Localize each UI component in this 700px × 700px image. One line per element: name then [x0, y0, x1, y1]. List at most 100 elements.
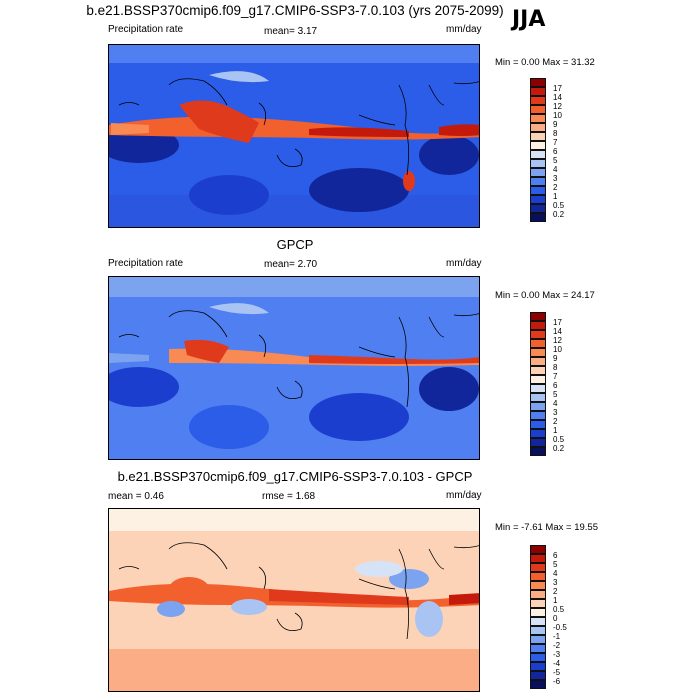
cbar3-tick: 5 [553, 560, 558, 569]
cbar-swatch [530, 114, 546, 123]
cbar1-tick: 2 [553, 183, 558, 192]
cbar-swatch [530, 105, 546, 114]
cbar-swatch [530, 563, 546, 572]
panel1-title: b.e21.BSSP370cmip6.f09_g17.CMIP6-SSP3-7.… [86, 3, 504, 18]
cbar-swatch [530, 572, 546, 581]
panel2-map [108, 276, 480, 460]
cbar-swatch [530, 545, 546, 554]
panel3-mean: mean = 0.46 [108, 491, 164, 502]
cbar2-tick: 0.2 [553, 444, 565, 453]
cbar-swatch [530, 87, 546, 96]
cbar3-tick: -1 [553, 632, 561, 641]
panel1-mean: mean= 3.17 [264, 26, 318, 37]
cbar1-tick: 17 [553, 84, 562, 93]
cbar3-tick: 2 [553, 587, 558, 596]
cbar-swatch [530, 123, 546, 132]
cbar-swatch [530, 680, 546, 689]
cbar-swatch [530, 339, 546, 348]
cbar3-tick: -3 [553, 650, 561, 659]
cbar-swatch [530, 348, 546, 357]
cbar2-tick: 5 [553, 390, 558, 399]
panel2-mean: mean= 2.70 [264, 259, 318, 270]
cbar-swatch [530, 438, 546, 447]
cbar2-tick: 2 [553, 417, 558, 426]
cbar2-tick: 9 [553, 354, 558, 363]
cbar-swatch [530, 132, 546, 141]
cbar1-tick: 5 [553, 156, 558, 165]
panel1-colorbar [530, 78, 546, 222]
cbar1-tick: 10 [553, 111, 562, 120]
cbar-swatch [530, 375, 546, 384]
cbar1-tick: 0.5 [553, 201, 565, 210]
cbar-swatch [530, 590, 546, 599]
cbar-swatch [530, 384, 546, 393]
cbar-swatch [530, 554, 546, 563]
cbar-swatch [530, 150, 546, 159]
cbar1-tick: 12 [553, 102, 562, 111]
cbar2-tick: 3 [553, 408, 558, 417]
cbar1-tick: 0.2 [553, 210, 565, 219]
cbar-swatch [530, 321, 546, 330]
cbar-swatch [530, 78, 546, 87]
cbar3-tick: -4 [553, 659, 561, 668]
cbar3-tick: 0.5 [553, 605, 565, 614]
cbar3-tick: 4 [553, 569, 558, 578]
cbar2-tick: 17 [553, 318, 562, 327]
cbar1-tick: 7 [553, 138, 558, 147]
cbar-swatch [530, 447, 546, 456]
cbar3-tick: 0 [553, 614, 558, 623]
panel3-minmax: Min = -7.61 Max = 19.55 [495, 522, 598, 533]
cbar1-tick: 3 [553, 174, 558, 183]
cbar-swatch [530, 671, 546, 680]
cbar-swatch [530, 581, 546, 590]
cbar-swatch [530, 644, 546, 653]
cbar3-tick: 1 [553, 596, 558, 605]
cbar1-tick: 1 [553, 192, 558, 201]
panel3-units: mm/day [446, 490, 482, 501]
cbar2-tick: 7 [553, 372, 558, 381]
cbar1-tick: 8 [553, 129, 558, 138]
cbar-swatch [530, 312, 546, 321]
cbar-swatch [530, 366, 546, 375]
cbar-swatch [530, 608, 546, 617]
cbar2-tick: 4 [553, 399, 558, 408]
cbar2-tick: 10 [553, 345, 562, 354]
cbar-swatch [530, 420, 546, 429]
cbar2-tick: 14 [553, 327, 562, 336]
panel3-rmse: rmse = 1.68 [262, 491, 316, 502]
cbar-swatch [530, 357, 546, 366]
cbar3-tick: 3 [553, 578, 558, 587]
panel1-map [108, 44, 480, 228]
cbar2-tick: 8 [553, 363, 558, 372]
cbar-swatch [530, 213, 546, 222]
cbar-swatch [530, 411, 546, 420]
cbar2-tick: 0.5 [553, 435, 565, 444]
cbar-swatch [530, 402, 546, 411]
cbar1-tick: 6 [553, 147, 558, 156]
cbar-swatch [530, 195, 546, 204]
cbar-swatch [530, 159, 546, 168]
cbar1-tick: 4 [553, 165, 558, 174]
panel1-units: mm/day [446, 24, 482, 35]
cbar3-tick: 6 [553, 551, 558, 560]
cbar-swatch [530, 653, 546, 662]
cbar-swatch [530, 141, 546, 150]
cbar-swatch [530, 617, 546, 626]
cbar-swatch [530, 186, 546, 195]
cbar1-tick: 14 [553, 93, 562, 102]
cbar-swatch [530, 429, 546, 438]
panel1-variable: Precipitation rate [108, 24, 184, 35]
panel2-units: mm/day [446, 258, 482, 269]
cbar-swatch [530, 204, 546, 213]
cbar3-tick: -6 [553, 677, 561, 686]
cbar3-tick: -2 [553, 641, 561, 650]
panel2-variable: Precipitation rate [108, 258, 184, 269]
panel3-title: b.e21.BSSP370cmip6.f09_g17.CMIP6-SSP3-7.… [117, 469, 473, 484]
season-label: JJA [512, 7, 546, 32]
panel1-minmax: Min = 0.00 Max = 31.32 [495, 57, 595, 68]
cbar-swatch [530, 393, 546, 402]
cbar-swatch [530, 635, 546, 644]
cbar3-tick: -5 [553, 668, 561, 677]
panel2-minmax: Min = 0.00 Max = 24.17 [495, 290, 595, 301]
cbar1-tick: 9 [553, 120, 558, 129]
